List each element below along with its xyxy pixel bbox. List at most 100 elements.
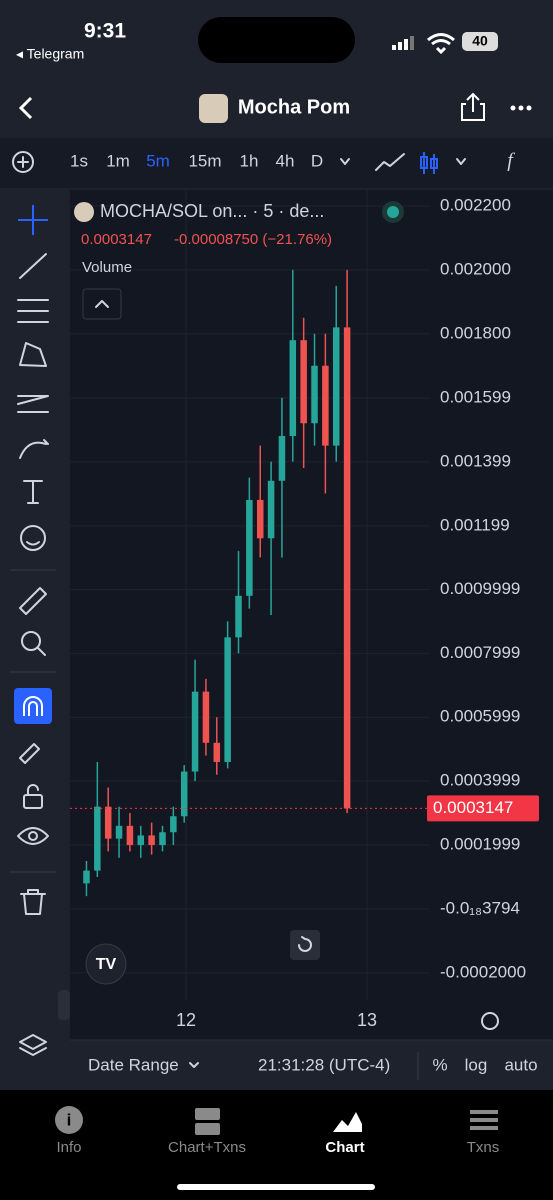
- battery: [462, 32, 498, 51]
- chart-type-menu[interactable]: [456, 158, 466, 165]
- collapse-tools[interactable]: [58, 990, 70, 1020]
- y-tick-label: 0.001199: [440, 515, 510, 534]
- crosshair-tool[interactable]: [18, 205, 48, 235]
- tabs: Info Chart+Txns Chart Txns: [56, 1139, 499, 1156]
- intervals: 1s 1m 5m 15m 1h 4h D: [70, 151, 323, 170]
- candle-body: [180, 771, 188, 817]
- interval[interactable]: 15m: [188, 151, 221, 170]
- chart-txns-icon: [195, 1108, 220, 1120]
- candle-body: [332, 327, 340, 446]
- settings-button[interactable]: [481, 1012, 499, 1030]
- line-chart-button[interactable]: [375, 153, 405, 171]
- text-tool[interactable]: [23, 480, 43, 504]
- interval[interactable]: 5m: [146, 151, 170, 170]
- price-tag: [427, 795, 539, 822]
- pattern-tool[interactable]: [19, 342, 47, 367]
- plot: [70, 269, 430, 897]
- volume-label: Volume: [82, 259, 132, 276]
- hide-tool[interactable]: [17, 827, 49, 845]
- candle-button[interactable]: [423, 152, 435, 174]
- add-indicator[interactable]: [12, 151, 34, 173]
- share-button[interactable]: [461, 92, 485, 121]
- dynamic-island: [198, 17, 355, 63]
- zoom-tool[interactable]: [21, 631, 41, 651]
- lock-draw-tool[interactable]: [19, 743, 40, 764]
- legend-price: 0.0003147: [81, 231, 152, 248]
- clock-tz[interactable]: 21:31:28 (UTC-4): [258, 1055, 390, 1074]
- symbol-avatar: [74, 202, 94, 222]
- more-button[interactable]: [510, 105, 532, 111]
- candle-body: [115, 825, 123, 839]
- brush-tool[interactable]: [19, 439, 49, 459]
- interval[interactable]: 1m: [106, 151, 130, 170]
- scale-option[interactable]: %: [432, 1055, 447, 1074]
- price-axis: 0.002200 0.002000 0.001800 0.001599 0.001399…: [176, 195, 539, 1030]
- date-range[interactable]: Date Range: [88, 1055, 179, 1074]
- scale-option[interactable]: log: [465, 1055, 488, 1074]
- scale-options: % log auto: [432, 1055, 537, 1074]
- y-tick-label: 0.001399: [440, 451, 511, 470]
- add-icon: [17, 156, 29, 168]
- y-tick-label: 0.001599: [440, 387, 511, 406]
- candle-body: [278, 436, 286, 481]
- tab[interactable]: Info: [56, 1139, 81, 1156]
- interval[interactable]: 1h: [240, 151, 259, 170]
- collapse-icon: [95, 300, 109, 308]
- candle-body: [148, 835, 155, 846]
- tab[interactable]: Chart+Txns: [168, 1139, 246, 1156]
- info-icon: [55, 1106, 83, 1134]
- nav-title: Mocha Pom: [238, 96, 350, 118]
- date-range-menu: [189, 1062, 199, 1068]
- candle-body: [267, 480, 275, 539]
- symbol[interactable]: MOCHA/SOL on... · 5 · de...: [100, 201, 324, 221]
- scale-option[interactable]: auto: [504, 1055, 537, 1074]
- trendline-tool[interactable]: [19, 253, 47, 279]
- delete-tool[interactable]: [20, 889, 46, 915]
- back-button[interactable]: [18, 96, 33, 120]
- candle-body: [300, 340, 307, 424]
- candle-body: [83, 870, 90, 884]
- chart-txns-icon: [195, 1123, 220, 1135]
- unlock-tool[interactable]: [23, 794, 43, 809]
- candle-body: [202, 691, 210, 743]
- tab[interactable]: Chart: [325, 1139, 364, 1156]
- eye-pupil: [28, 831, 38, 841]
- y-tick-label: 0.002000: [440, 259, 511, 278]
- candle-body: [322, 365, 329, 446]
- tab-bar: [0, 1090, 553, 1200]
- reset-button[interactable]: [290, 930, 320, 960]
- emoji-tool[interactable]: [20, 525, 46, 551]
- interval[interactable]: D: [311, 151, 323, 170]
- interval[interactable]: 1s: [70, 151, 88, 170]
- y-tick-label: 0.0001999: [440, 835, 520, 854]
- candle-body: [94, 806, 101, 871]
- layers-button[interactable]: [19, 1034, 47, 1056]
- indicators-button[interactable]: f: [507, 150, 515, 172]
- tab[interactable]: Txns: [467, 1139, 500, 1156]
- tv-logo-mark: TV: [96, 956, 117, 973]
- magnet-tool[interactable]: [14, 688, 52, 724]
- projection-tool[interactable]: [17, 395, 49, 413]
- candle-body: [311, 365, 318, 424]
- candle-body: [137, 835, 145, 846]
- fib-tool[interactable]: [17, 299, 49, 323]
- candle-body: [343, 327, 351, 809]
- candle-body: [159, 832, 166, 846]
- collapse-legend[interactable]: [82, 288, 122, 320]
- candle-icon: [430, 158, 438, 169]
- y-tick-label: 0.0007999: [440, 643, 520, 662]
- candle-body: [235, 595, 242, 638]
- interval[interactable]: 4h: [276, 151, 295, 170]
- wifi: [427, 33, 455, 55]
- price-tag-label: 0.0003147: [433, 798, 513, 817]
- magnet-icon: [23, 696, 43, 716]
- ruler-tool[interactable]: [19, 587, 47, 615]
- back-app[interactable]: ◂ Telegram: [16, 46, 84, 62]
- interval-menu[interactable]: [340, 158, 350, 165]
- candle-body: [104, 806, 112, 839]
- x-tick-label: 12: [176, 1010, 196, 1030]
- chart-pane: [70, 190, 553, 1040]
- tv-logo[interactable]: [85, 943, 127, 985]
